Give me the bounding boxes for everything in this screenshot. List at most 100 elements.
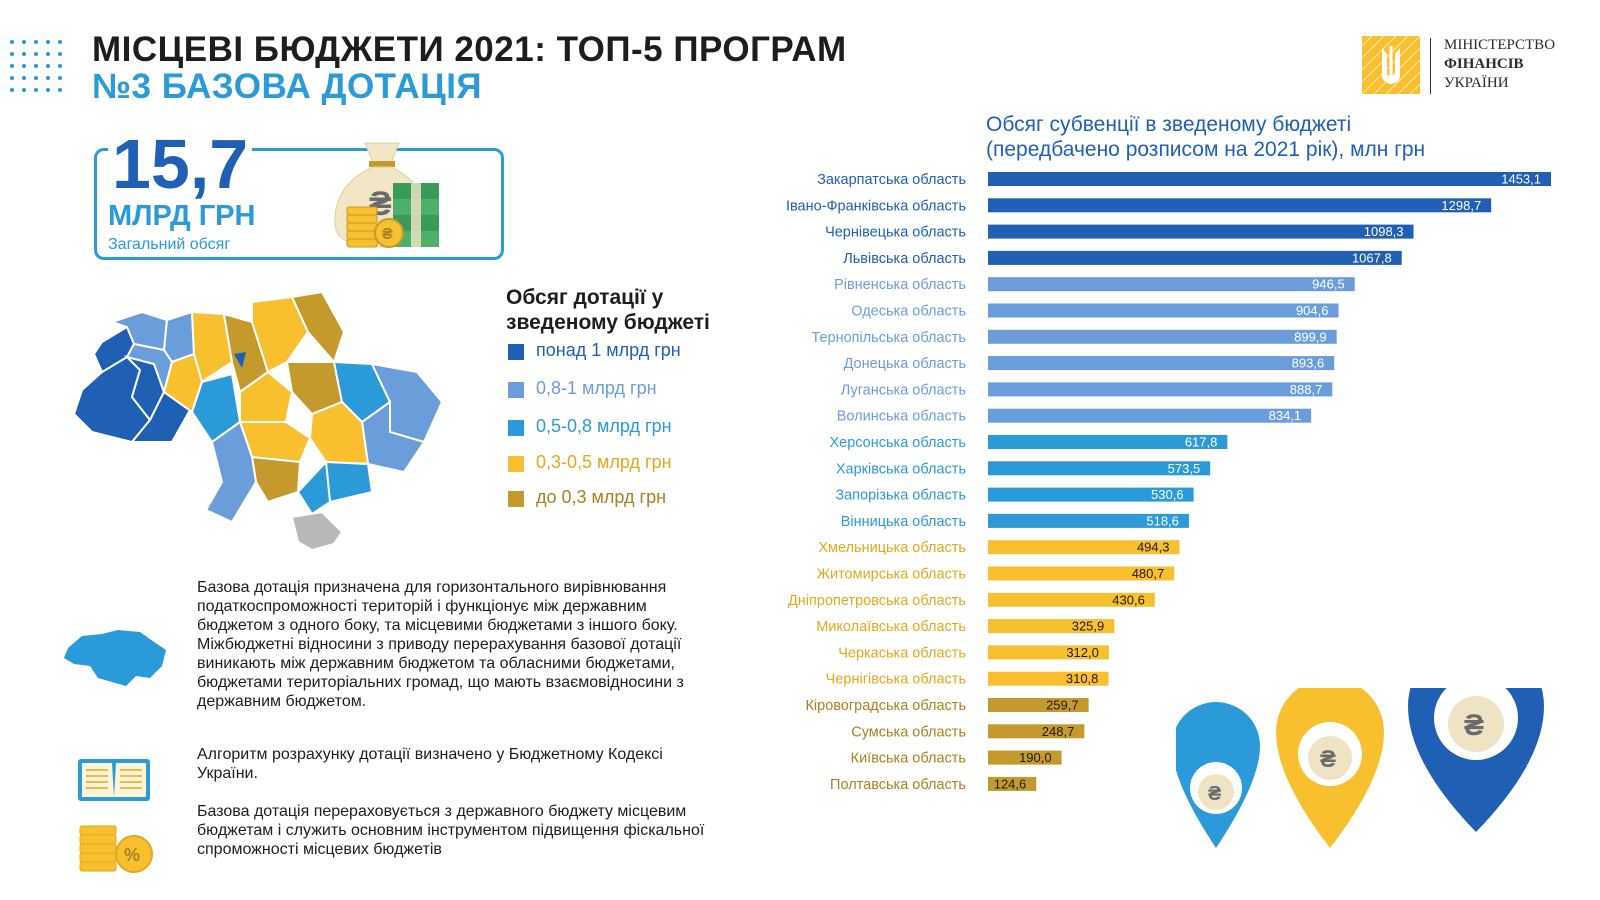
legend-title: Обсяг дотації у зведеному бюджеті	[506, 286, 710, 334]
bar	[988, 250, 1402, 265]
info-paragraph-1: Базова дотація призначена для горизонтал…	[197, 579, 684, 710]
category-label: Вінницька область	[841, 514, 966, 530]
svg-text:₴: ₴	[382, 226, 393, 243]
bar	[988, 382, 1333, 397]
map-region-kyiv-city	[234, 352, 246, 368]
ukraine-map	[72, 292, 444, 552]
svg-text:₴: ₴	[1464, 709, 1484, 742]
total-caption: Загальний обсяг	[108, 236, 231, 253]
category-label: Луганська область	[841, 382, 966, 398]
value-label: 1453,1	[1501, 172, 1541, 187]
legend-swatch	[508, 456, 524, 472]
bar	[988, 224, 1414, 239]
total-value: 15,7	[108, 128, 253, 200]
value-label: 893,6	[1292, 356, 1325, 371]
category-label: Запорізька область	[835, 488, 966, 504]
bar	[988, 172, 1551, 186]
bar	[988, 671, 1109, 686]
value-label: 494,3	[1137, 540, 1170, 555]
map-pin-darkblue-icon: ₴	[1408, 688, 1544, 832]
bar	[988, 540, 1180, 555]
map-region-rivne	[162, 310, 196, 364]
category-label: Рівненська область	[834, 277, 966, 293]
category-label: Івано-Франківська область	[786, 198, 966, 214]
category-label: Чернівецька область	[825, 225, 966, 241]
category-label: Одеська область	[851, 304, 966, 320]
bar	[988, 303, 1339, 318]
bar	[988, 356, 1335, 371]
value-label: 312,0	[1066, 645, 1099, 660]
map-region-kherson	[296, 459, 332, 516]
value-label: 480,7	[1132, 566, 1165, 581]
ministry-name-line2: ФІНАНСІВ	[1444, 56, 1524, 72]
location-pins-decoration: ₴ ₴ ₴	[1176, 688, 1544, 848]
category-label: Черкаська область	[838, 645, 966, 661]
total-box	[94, 148, 504, 260]
value-label: 518,6	[1146, 513, 1179, 528]
legend-swatch	[508, 491, 524, 507]
ministry-name-line3: УКРАЇНИ	[1444, 75, 1509, 91]
value-label: 248,7	[1042, 724, 1075, 739]
ukraine-map-icon	[64, 630, 166, 686]
value-label: 617,8	[1185, 435, 1218, 450]
trident-emblem-icon	[1362, 36, 1420, 94]
value-label: 190,0	[1019, 750, 1052, 765]
map-region-sumy	[290, 292, 346, 364]
bar	[988, 513, 1189, 528]
category-label: Херсонська область	[829, 435, 966, 451]
category-label: Київська область	[851, 751, 966, 767]
category-label: Сумська область	[851, 724, 966, 740]
legend-label: 0,8-1 млрд грн	[536, 378, 657, 398]
open-book-icon	[78, 759, 150, 801]
legend-label: 0,3-0,5 млрд грн	[536, 452, 672, 472]
map-region-crimea	[290, 510, 344, 552]
chart-title-line-2: (передбачено розписом на 2021 рік), млн …	[986, 138, 1426, 161]
map-region-zhytomyr	[190, 310, 234, 384]
map-pin-yellow-icon: ₴	[1276, 688, 1384, 848]
chart-title-line-1: Обсяг субвенції в зведеному бюджеті	[986, 113, 1352, 136]
value-label: 946,5	[1312, 277, 1345, 292]
map-region-cherkasy	[239, 370, 294, 423]
category-label: Миколаївська область	[816, 619, 966, 635]
map-region-odesa	[204, 420, 258, 524]
value-label: 430,6	[1112, 592, 1145, 607]
info-paragraph-2: Алгоритм розрахунку дотації визначено у …	[197, 746, 663, 782]
category-label: Донецька область	[844, 356, 966, 372]
bar	[988, 619, 1115, 634]
bar	[988, 487, 1194, 502]
legend-swatch	[508, 344, 524, 360]
bar	[988, 645, 1109, 660]
page-subtitle: №3 БАЗОВА ДОТАЦІЯ	[92, 67, 483, 106]
value-label: 834,1	[1269, 408, 1302, 423]
legend-label: до 0,3 млрд грн	[536, 487, 667, 507]
bar-chart: Закарпатська область 1453,1 Івано-Франківс…	[786, 172, 1551, 793]
bar	[988, 698, 1089, 712]
value-label: 259,7	[1046, 698, 1079, 713]
bar	[988, 750, 1062, 765]
map-region-chernivtsi	[129, 390, 192, 443]
chart-title: Обсяг субвенції в зведеному бюджеті (пер…	[986, 112, 1425, 162]
value-label: 1067,8	[1352, 250, 1392, 265]
bar	[988, 329, 1337, 344]
category-label: Кіровоградська область	[805, 698, 966, 714]
value-label: 124,6	[994, 776, 1027, 791]
map-region-zaporizhzhia	[324, 460, 374, 504]
value-label: 1098,3	[1364, 224, 1404, 239]
value-label: 310,8	[1066, 671, 1099, 686]
bar	[988, 724, 1085, 739]
legend-label: 0,5-0,8 млрд грн	[536, 416, 672, 436]
map-pin-blue-icon: ₴	[1176, 702, 1260, 848]
bar	[988, 566, 1175, 581]
category-label: Дніпропетровська область	[788, 593, 966, 609]
info-paragraph-3: Базова дотація перераховується з державн…	[197, 803, 705, 858]
value-label: 325,9	[1072, 619, 1105, 634]
svg-text:₴: ₴	[1208, 783, 1221, 805]
category-label: Житомирська область	[817, 567, 966, 583]
bar	[988, 592, 1155, 607]
ministry-logo: МІНІСТЕРСТВО ФІНАНСІВ УКРАЇНИ	[1362, 34, 1592, 98]
legend-label: понад 1 млрд грн	[536, 340, 681, 360]
category-label: Полтавська область	[830, 777, 966, 793]
page-title: МІСЦЕВІ БЮДЖЕТИ 2021: ТОП-5 ПРОГРАМ	[92, 30, 847, 69]
bar	[988, 461, 1211, 476]
value-label: 899,9	[1294, 329, 1327, 344]
